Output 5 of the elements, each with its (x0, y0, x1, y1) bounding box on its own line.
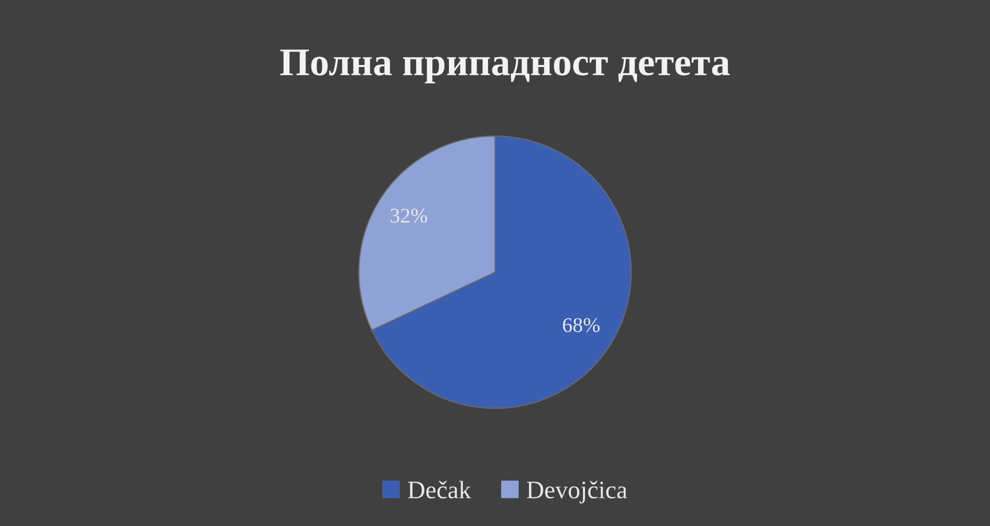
legend-label: Devojčica (526, 480, 628, 504)
chart-title: Полна припадност детета (280, 50, 730, 84)
data-label: 32% (390, 208, 428, 223)
data-label: 68% (563, 318, 600, 332)
legend-label: Dečak (408, 480, 472, 498)
